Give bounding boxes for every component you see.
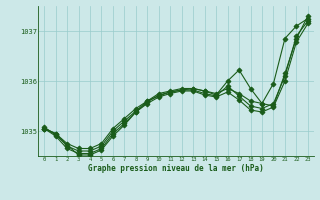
X-axis label: Graphe pression niveau de la mer (hPa): Graphe pression niveau de la mer (hPa) xyxy=(88,164,264,173)
